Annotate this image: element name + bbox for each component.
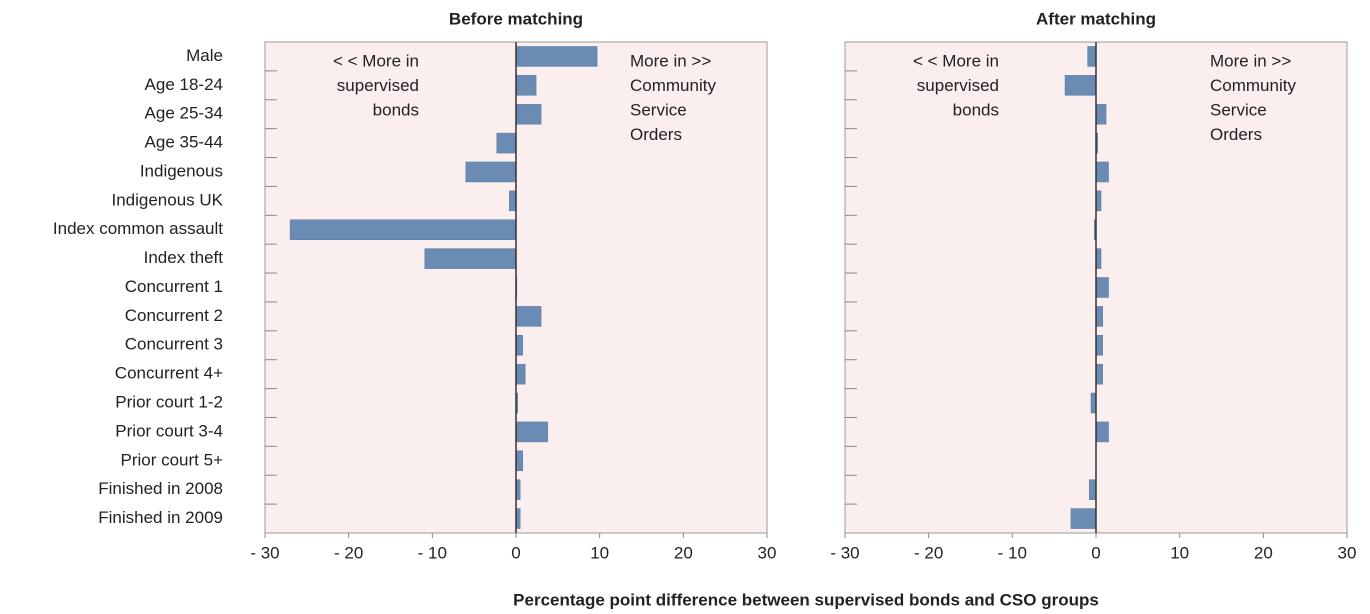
bar bbox=[515, 450, 523, 472]
annotation: Service bbox=[630, 100, 687, 119]
bar bbox=[496, 132, 517, 154]
bar bbox=[515, 335, 523, 356]
bar bbox=[1095, 335, 1103, 356]
y-tick-label: Prior court 1-2 bbox=[115, 393, 223, 412]
y-tick-label: Indigenous bbox=[140, 161, 223, 180]
annotation: bonds bbox=[373, 100, 419, 119]
x-tick-label: 0 bbox=[1091, 543, 1100, 562]
bar bbox=[424, 248, 517, 269]
x-tick-label: - 10 bbox=[998, 543, 1027, 562]
bar bbox=[289, 219, 517, 240]
annotation: < < More in bbox=[333, 51, 419, 70]
x-tick-label: - 30 bbox=[830, 543, 859, 562]
annotation: Service bbox=[1210, 100, 1267, 119]
annotation: Orders bbox=[630, 125, 682, 144]
x-tick-label: - 20 bbox=[914, 543, 943, 562]
bar bbox=[1095, 363, 1103, 385]
panel-title: Before matching bbox=[449, 9, 583, 28]
x-tick-label: 10 bbox=[590, 543, 609, 562]
y-tick-label: Prior court 5+ bbox=[120, 450, 223, 469]
x-tick-label: 30 bbox=[758, 543, 777, 562]
y-tick-label: Age 35-44 bbox=[145, 133, 223, 152]
y-tick-label: Index common assault bbox=[53, 219, 223, 238]
bar bbox=[1095, 161, 1109, 183]
y-tick-label: Concurrent 2 bbox=[125, 306, 223, 325]
y-tick-label: Age 18-24 bbox=[145, 75, 223, 94]
annotation: bonds bbox=[953, 100, 999, 119]
annotation: More in >> bbox=[1210, 51, 1291, 70]
x-tick-label: - 20 bbox=[334, 543, 363, 562]
x-tick-label: 20 bbox=[1254, 543, 1273, 562]
bar bbox=[515, 103, 542, 125]
annotation: More in >> bbox=[630, 51, 711, 70]
bar bbox=[1095, 103, 1107, 125]
bar bbox=[1095, 277, 1109, 298]
bar bbox=[1095, 306, 1103, 327]
y-tick-label: Male bbox=[186, 46, 223, 65]
bar bbox=[1090, 392, 1097, 414]
y-tick-label: Concurrent 1 bbox=[125, 277, 223, 296]
y-tick-label: Prior court 3-4 bbox=[115, 421, 223, 440]
bar bbox=[1095, 421, 1109, 443]
bar bbox=[515, 46, 598, 67]
y-tick-label: Indigenous UK bbox=[111, 190, 223, 209]
y-tick-label: Age 25-34 bbox=[145, 104, 223, 123]
bar bbox=[515, 75, 537, 96]
panel-title: After matching bbox=[1036, 9, 1156, 28]
annotation: supervised bbox=[917, 76, 999, 95]
annotation: supervised bbox=[337, 76, 419, 95]
y-tick-label: Finished in 2009 bbox=[98, 508, 223, 527]
bar bbox=[1087, 46, 1097, 67]
bar bbox=[1070, 508, 1097, 529]
x-tick-label: - 10 bbox=[418, 543, 447, 562]
y-tick-label: Finished in 2008 bbox=[98, 479, 223, 498]
annotation: Community bbox=[630, 76, 716, 95]
y-tick-label: Concurrent 4+ bbox=[115, 364, 223, 383]
x-axis-label: Percentage point difference between supe… bbox=[513, 590, 1099, 609]
bar bbox=[509, 190, 517, 212]
bar bbox=[1095, 248, 1102, 269]
x-tick-label: 10 bbox=[1170, 543, 1189, 562]
annotation: < < More in bbox=[913, 51, 999, 70]
y-tick-label: Concurrent 3 bbox=[125, 335, 223, 354]
bar bbox=[515, 306, 542, 327]
bar bbox=[515, 363, 526, 385]
bar bbox=[1064, 75, 1097, 96]
annotation: Orders bbox=[1210, 125, 1262, 144]
x-tick-label: 0 bbox=[511, 543, 520, 562]
x-tick-label: 20 bbox=[674, 543, 693, 562]
bar bbox=[465, 161, 517, 183]
x-tick-label: 30 bbox=[1338, 543, 1357, 562]
x-tick-label: - 30 bbox=[250, 543, 279, 562]
y-tick-label: Index theft bbox=[144, 248, 224, 267]
annotation: Community bbox=[1210, 76, 1296, 95]
bar bbox=[515, 421, 549, 443]
bar bbox=[1089, 479, 1097, 500]
bar bbox=[1095, 190, 1102, 212]
